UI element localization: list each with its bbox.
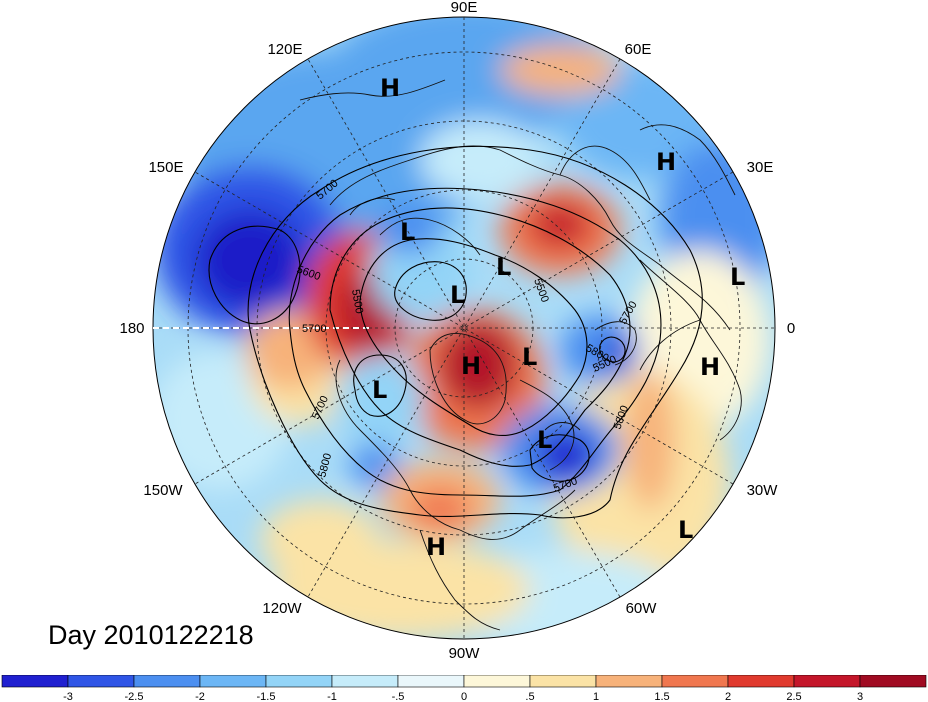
low-pressure-label: L	[400, 218, 415, 246]
high-pressure-label: H	[461, 352, 481, 380]
lon-label-90e: 90E	[451, 0, 478, 16]
colorbar-swatch	[529, 675, 597, 688]
low-pressure-label: L	[730, 263, 745, 291]
lon-label-60e: 60E	[625, 41, 652, 58]
colorbar-tick-label: -.5	[392, 691, 405, 702]
coastlines	[299, 79, 742, 631]
low-pressure-label: L	[522, 343, 537, 371]
pressure-centers: H H H H H L L L L L L L L	[372, 74, 745, 561]
colorbar-swatch	[859, 675, 927, 688]
lon-label-0: 0	[787, 320, 795, 337]
colorbar-tick-label: 2	[725, 691, 731, 702]
low-pressure-label: L	[678, 516, 693, 544]
colorbar-tick-label: -1.5	[257, 691, 276, 702]
date-label: Day 2010122218	[48, 620, 254, 650]
colorbar-tick-label: 1	[593, 691, 599, 702]
lon-label-150e: 150E	[148, 159, 183, 176]
colorbar-tick-label: .5	[525, 691, 534, 702]
lon-label-30e: 30E	[747, 159, 774, 176]
temperature-anomaly-field	[153, 17, 775, 639]
contour-label: 5700	[302, 323, 326, 335]
low-pressure-label: L	[450, 281, 465, 309]
colorbar-swatch	[67, 675, 135, 688]
colorbar-tick-label: -3	[63, 691, 73, 702]
geopotential-contours	[208, 145, 703, 519]
lon-label-30w: 30W	[747, 482, 779, 499]
lon-label-150w: 150W	[143, 482, 183, 499]
lon-label-60w: 60W	[626, 600, 658, 617]
colorbar-tick-label: -2.5	[125, 691, 144, 702]
colorbar-tick-label: 1.5	[654, 691, 669, 702]
colorbar-swatch	[199, 675, 267, 688]
low-pressure-label: L	[496, 253, 511, 281]
colorbar-tick-label: 3	[857, 691, 863, 702]
high-pressure-label: H	[426, 533, 446, 561]
lon-label-90w: 90W	[449, 645, 481, 662]
longitude-labels: 90E 60E 30E 0 30W 60W 90W 120W 150W 180 …	[119, 0, 795, 662]
colorbar-swatch	[727, 675, 795, 688]
colorbar-tick-label: 2.5	[786, 691, 801, 702]
colorbar-tick-label: -1	[327, 691, 337, 702]
colorbar-swatch	[1, 675, 69, 688]
colorbar-swatch	[793, 675, 861, 688]
colorbar-tick-label: 0	[461, 691, 467, 702]
lon-label-180: 180	[119, 320, 144, 337]
colorbar-tick-label: -2	[195, 691, 205, 702]
high-pressure-label: H	[380, 74, 400, 102]
colorbar-swatch	[331, 675, 399, 688]
colorbar: -3 -2.5 -2 -1.5 -1 -.5 0 .5 1 1.5 2 2.5 3	[1, 675, 927, 702]
high-pressure-label: H	[656, 148, 676, 176]
colorbar-swatch	[397, 675, 465, 688]
low-pressure-label: L	[537, 426, 552, 454]
lon-label-120w: 120W	[262, 600, 302, 617]
low-pressure-label: L	[372, 376, 387, 404]
colorbar-swatch	[133, 675, 201, 688]
contour-label: 5500	[349, 288, 365, 314]
colorbar-swatch	[661, 675, 729, 688]
colorbar-swatch	[463, 675, 531, 688]
high-pressure-label: H	[700, 353, 720, 381]
lon-label-120e: 120E	[267, 41, 302, 58]
colorbar-swatch	[595, 675, 663, 688]
colorbar-swatch	[265, 675, 333, 688]
